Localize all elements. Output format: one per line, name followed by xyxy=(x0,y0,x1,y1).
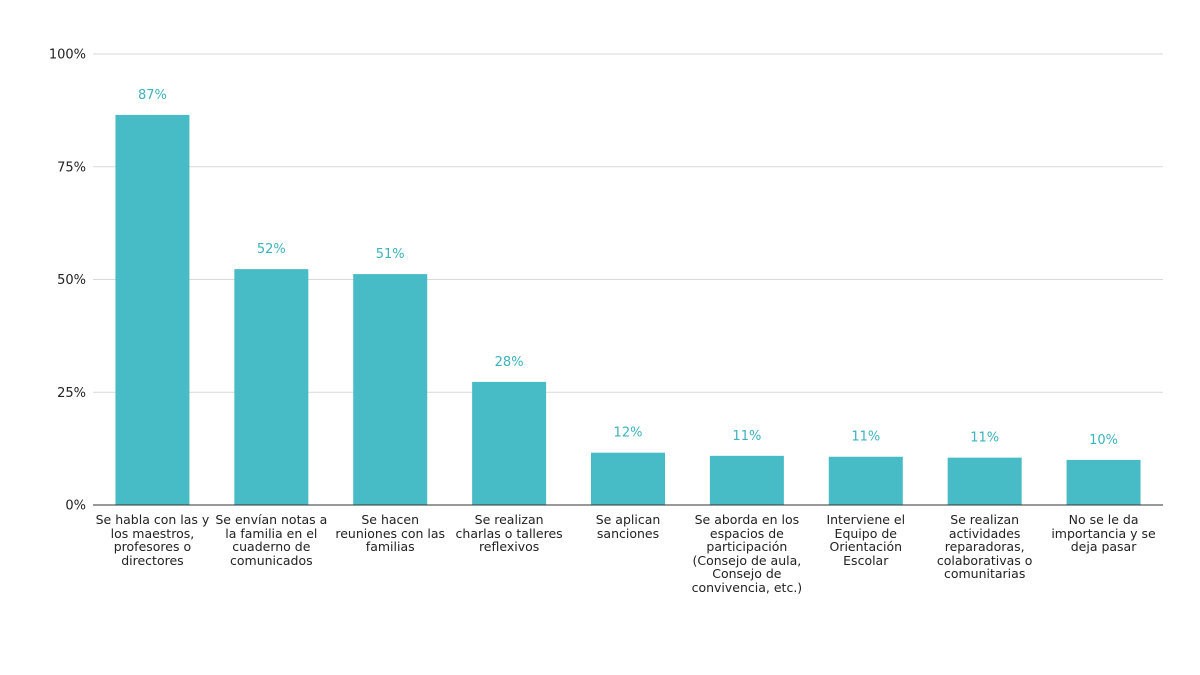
bar xyxy=(828,456,903,505)
data-label: 11% xyxy=(851,430,880,445)
bar xyxy=(472,381,547,505)
y-tick-label: 50% xyxy=(57,273,86,288)
y-tick-label: 100% xyxy=(49,48,86,63)
bar xyxy=(591,452,665,505)
y-tick-label: 75% xyxy=(57,160,86,175)
value-labels: 87% 52% 51% 28% 12% 11% 11% 11% 10% xyxy=(138,88,1118,448)
x-tick-label: Se hacen reuniones con las familias xyxy=(335,512,446,554)
data-label: 51% xyxy=(376,247,405,262)
bar xyxy=(709,455,784,505)
y-axis: 0% 25% 50% 75% 100% xyxy=(49,48,86,514)
data-label: 11% xyxy=(732,429,761,444)
bars xyxy=(115,114,1141,505)
data-label: 52% xyxy=(257,242,286,257)
data-label: 28% xyxy=(495,355,524,370)
bar xyxy=(1066,459,1141,505)
bar xyxy=(234,269,309,505)
x-tick-label: Se envían notas a la familia en el cuade… xyxy=(215,512,328,568)
x-tick-label: Se aborda en los espacios de participaci… xyxy=(691,512,803,595)
data-label: 87% xyxy=(138,88,167,103)
x-tick-label: Se aplican sanciones xyxy=(595,512,661,541)
x-tick-label: Interviene el Equipo de Orientación Esco… xyxy=(826,512,906,568)
bar xyxy=(115,114,190,505)
bar xyxy=(353,274,428,505)
data-label: 12% xyxy=(614,426,643,441)
x-tick-label: No se le da importancia y se deja pasar xyxy=(1051,512,1156,554)
data-label: 11% xyxy=(970,431,999,446)
x-tick-label: Se realizan actividades reparadoras, col… xyxy=(936,512,1033,581)
data-label: 10% xyxy=(1089,433,1118,448)
bar xyxy=(947,457,1022,505)
y-tick-label: 25% xyxy=(57,386,86,401)
y-tick-label: 0% xyxy=(65,499,86,514)
x-tick-label: Se habla con las y los maestros, profeso… xyxy=(95,512,210,568)
x-tick-label: Se realizan charlas o talleres reflexivo… xyxy=(455,512,563,554)
